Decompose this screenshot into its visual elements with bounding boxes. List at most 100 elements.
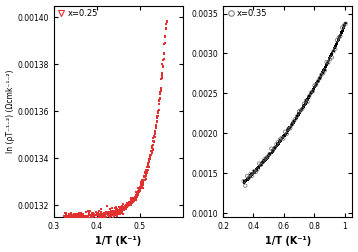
Point xyxy=(160,65,166,69)
Point xyxy=(333,43,339,47)
Point xyxy=(110,210,116,214)
Point xyxy=(325,59,331,63)
X-axis label: 1/T (K⁻¹): 1/T (K⁻¹) xyxy=(95,236,141,246)
Point xyxy=(114,211,120,215)
Point xyxy=(255,168,260,172)
Point xyxy=(291,121,296,125)
Point xyxy=(84,214,90,218)
Point xyxy=(262,158,267,162)
Point xyxy=(304,100,310,104)
Point xyxy=(128,203,134,207)
Point xyxy=(142,175,147,179)
Point xyxy=(306,95,312,99)
Point xyxy=(267,152,273,156)
Point xyxy=(299,107,305,111)
Point xyxy=(133,196,139,200)
Point xyxy=(242,180,248,184)
Point xyxy=(291,119,297,123)
Point xyxy=(308,92,313,96)
Point xyxy=(157,90,163,94)
Point xyxy=(125,204,131,208)
Point xyxy=(261,158,267,162)
Point xyxy=(67,218,73,222)
Point xyxy=(161,56,167,60)
Point xyxy=(243,179,248,183)
Point xyxy=(316,79,321,83)
Point xyxy=(87,218,92,222)
Point xyxy=(97,213,103,217)
Point xyxy=(82,215,87,219)
Point xyxy=(81,216,86,220)
Point xyxy=(76,214,82,218)
Point xyxy=(313,84,319,88)
Point xyxy=(327,56,333,60)
Point xyxy=(101,213,107,217)
Point xyxy=(248,173,254,177)
Point xyxy=(318,73,324,77)
Point xyxy=(292,117,298,121)
Point xyxy=(260,161,265,165)
Point xyxy=(83,215,89,219)
Point xyxy=(127,200,133,204)
Point xyxy=(338,34,343,38)
Point xyxy=(324,63,330,67)
Point xyxy=(119,207,125,211)
Point xyxy=(63,213,69,217)
Point xyxy=(141,178,147,182)
Point xyxy=(164,20,169,24)
Point xyxy=(125,201,131,205)
Point xyxy=(288,125,294,129)
Point xyxy=(158,89,164,93)
Point xyxy=(271,148,276,152)
Point xyxy=(298,109,304,113)
Point xyxy=(123,206,129,210)
Point xyxy=(251,170,257,174)
Point xyxy=(270,149,276,153)
Point xyxy=(262,159,268,163)
Point xyxy=(163,35,168,39)
Point xyxy=(133,198,139,202)
Point xyxy=(116,205,122,209)
Point xyxy=(342,23,347,27)
Point xyxy=(317,76,323,80)
Point xyxy=(247,174,253,178)
Point xyxy=(79,216,84,220)
Point xyxy=(287,125,293,129)
Point xyxy=(124,204,130,208)
Point xyxy=(271,148,276,152)
Point xyxy=(318,73,324,77)
Point xyxy=(324,62,330,66)
Point xyxy=(283,132,289,136)
Point xyxy=(160,64,166,68)
Point xyxy=(121,208,127,212)
Point xyxy=(263,156,269,160)
Point xyxy=(325,59,331,63)
Point xyxy=(300,106,305,110)
Point xyxy=(111,209,116,213)
Point xyxy=(284,129,290,133)
Point xyxy=(248,174,254,178)
Point xyxy=(242,184,248,188)
Point xyxy=(92,213,98,217)
Point xyxy=(278,138,284,142)
Point xyxy=(114,211,120,215)
Point xyxy=(247,175,253,179)
Point xyxy=(250,174,255,178)
Point xyxy=(285,128,291,132)
Point xyxy=(85,214,91,218)
Point xyxy=(91,214,97,218)
Point xyxy=(321,68,327,72)
Point xyxy=(76,211,82,215)
Point xyxy=(275,140,281,144)
Point xyxy=(139,184,145,188)
Point xyxy=(300,105,306,109)
Point xyxy=(63,216,69,220)
Point xyxy=(246,177,252,181)
Point xyxy=(313,84,318,88)
Point xyxy=(252,170,257,174)
Point xyxy=(262,158,268,162)
Point xyxy=(342,23,348,27)
Point xyxy=(298,108,304,112)
Point xyxy=(115,209,120,213)
Point xyxy=(145,165,150,169)
